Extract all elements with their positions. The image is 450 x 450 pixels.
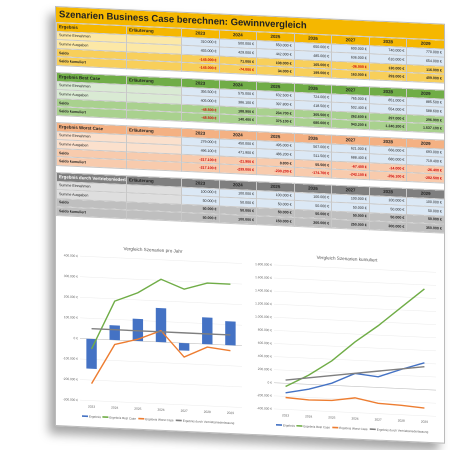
x-tick-label: 2026 [351,416,358,420]
bar-5 [202,317,213,345]
gridline [80,255,242,264]
y-tick-label: 400.000 € [258,354,272,359]
y-tick-label: 1.800.000 € [255,262,272,267]
chart-cumulative: Vergleich Szenarien kumuliert 1.800.000 €… [252,245,442,441]
y-tick-label: -100.000 € [63,356,78,361]
y-tick-label: 1.600.000 € [255,275,272,280]
gridline [274,264,436,273]
bar-4 [178,342,190,351]
x-tick-label: 2023 [282,413,289,417]
series-line-2 [285,396,425,409]
chart-title: Vergleich Szenarien pro Jahr [124,246,183,254]
y-tick-label: 200.000 € [64,295,78,300]
x-tick-label: 2027 [375,418,382,422]
charts-area: Vergleich Szenarien pro Jahr 400.000 € 300… [56,237,444,443]
legend-label: Ergebnis [283,423,295,428]
y-tick-label: 1.200.000 € [255,301,272,306]
x-tick-label: 2028 [204,410,211,414]
legend-swatch [102,416,109,419]
legend-swatch [296,424,303,427]
chart-cumulative-svg: Vergleich Szenarien kumuliert 1.800.000 €… [255,255,436,434]
y-tick-label: 200.000 € [258,367,272,372]
x-tick-label: 2028 [398,419,405,423]
chart-per-year: Vergleich Szenarien pro Jahr 400.000 € 300… [58,237,248,432]
gridline [274,356,436,365]
y-tick-label: -300.000 € [63,397,78,402]
x-tick-label: 2026 [157,408,164,412]
y-tick-label: 1.000.000 € [255,314,272,319]
legend-swatch [332,426,339,429]
y-tick-label: 400.000 € [64,253,78,258]
gridline [274,317,436,325]
gridline [80,358,242,367]
legend-label: Ergebnis Best Case [303,424,330,429]
x-tick-label: 2025 [134,407,141,411]
gridline [274,330,436,338]
x-tick-label: 2027 [181,409,188,413]
gridline [80,379,242,388]
x-tick-label: 2024 [305,414,312,418]
bar-1 [109,325,120,341]
y-tick-label: 600.000 € [258,341,272,346]
legend-swatch [175,419,182,422]
x-tick-label: 2029 [421,420,428,424]
x-tick-label: 2029 [227,411,234,415]
y-tick-label: 0 € [268,380,273,384]
x-tick-label: 2023 [88,405,95,409]
legend-label: Ergebnis Best Case [109,415,136,420]
y-tick-label: -200.000 € [257,393,272,398]
bar-3 [155,307,167,343]
y-tick-label: 100.000 € [64,315,78,320]
y-tick-label: 300.000 € [64,274,78,279]
legend-swatch [138,417,145,420]
y-tick-label: -200.000 € [63,377,78,382]
gridline [274,290,436,299]
y-tick-label: -400.000 € [257,406,272,411]
bar-2 [132,318,144,342]
scenario-tables: Ergebnis Erläuterung 2023 2024 2025 2026 2027 2… [56,22,445,239]
bar-6 [225,321,236,346]
y-tick-label: 1.400.000 € [255,288,272,293]
legend-swatch [369,428,376,431]
legend-swatch [82,415,88,418]
legend-label: Ergebnis [89,415,101,420]
gridline [80,297,242,305]
chart-title: Vergleich Szenarien kumuliert [317,255,378,263]
y-tick-label: 0 € [74,336,79,340]
gridline [274,343,436,352]
gridline [80,399,242,408]
spreadsheet-page: Szenarien Business Case berechnen: Gewin… [55,6,445,444]
legend-label: Ergebnis durch Vertriebsniederlassung [377,428,429,434]
gridline [274,277,436,286]
y-tick-label: 800.000 € [258,328,272,333]
zero-axis [274,382,436,391]
legend-label: Ergebnis Worst Case [339,426,368,431]
x-tick-label: 2024 [111,406,118,410]
x-tick-label: 2025 [328,415,335,419]
gridline [274,408,436,417]
series-line-1 [285,288,425,388]
gridline [274,395,436,404]
chart-per-year-svg: Vergleich Szenarien pro Jahr 400.000 € 300… [63,246,242,425]
bar-0 [86,338,97,370]
legend-swatch [276,424,282,426]
legend-label: Ergebnis Worst Case [145,417,174,422]
legend-label: Ergebnis durch Vertriebsniederlassung [183,419,235,425]
gridline [274,304,436,312]
